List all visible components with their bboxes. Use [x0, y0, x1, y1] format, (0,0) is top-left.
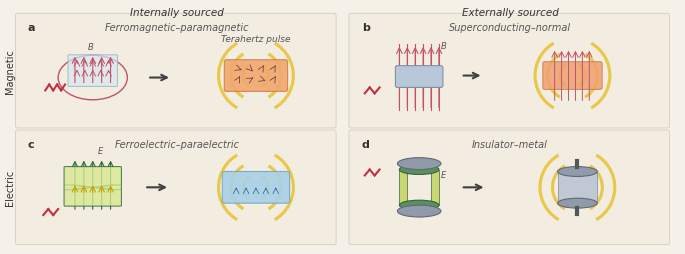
Text: Superconducting–normal: Superconducting–normal: [449, 23, 571, 33]
Text: d: d: [362, 139, 370, 149]
Ellipse shape: [558, 167, 597, 177]
Text: Insulator–metal: Insulator–metal: [472, 139, 548, 149]
Text: Terahertz pulse: Terahertz pulse: [221, 35, 290, 44]
Text: c: c: [27, 139, 34, 149]
Text: Ferroelectric–paraelectric: Ferroelectric–paraelectric: [114, 139, 239, 149]
Text: a: a: [27, 23, 35, 33]
Ellipse shape: [399, 165, 439, 175]
Text: Magnetic: Magnetic: [5, 49, 14, 94]
Text: B: B: [88, 43, 94, 52]
Text: E: E: [441, 171, 446, 180]
FancyBboxPatch shape: [223, 172, 290, 203]
Ellipse shape: [399, 200, 439, 210]
FancyBboxPatch shape: [349, 131, 669, 245]
Ellipse shape: [558, 198, 597, 208]
FancyBboxPatch shape: [399, 170, 408, 205]
Ellipse shape: [397, 205, 441, 217]
FancyBboxPatch shape: [395, 66, 443, 88]
FancyBboxPatch shape: [224, 60, 288, 92]
Ellipse shape: [397, 158, 441, 170]
FancyBboxPatch shape: [16, 131, 336, 245]
Text: Externally sourced: Externally sourced: [462, 8, 558, 18]
FancyBboxPatch shape: [64, 167, 121, 206]
FancyBboxPatch shape: [68, 56, 118, 87]
FancyBboxPatch shape: [543, 62, 602, 90]
FancyBboxPatch shape: [558, 172, 597, 203]
Text: b: b: [362, 23, 370, 33]
Text: B: B: [441, 42, 447, 51]
Text: Electric: Electric: [5, 169, 14, 206]
FancyBboxPatch shape: [431, 170, 439, 205]
Text: Ferromagnetic–paramagnetic: Ferromagnetic–paramagnetic: [105, 23, 249, 33]
FancyBboxPatch shape: [349, 14, 669, 129]
FancyBboxPatch shape: [16, 14, 336, 129]
Text: E: E: [98, 146, 103, 155]
Text: Internally sourced: Internally sourced: [130, 8, 224, 18]
